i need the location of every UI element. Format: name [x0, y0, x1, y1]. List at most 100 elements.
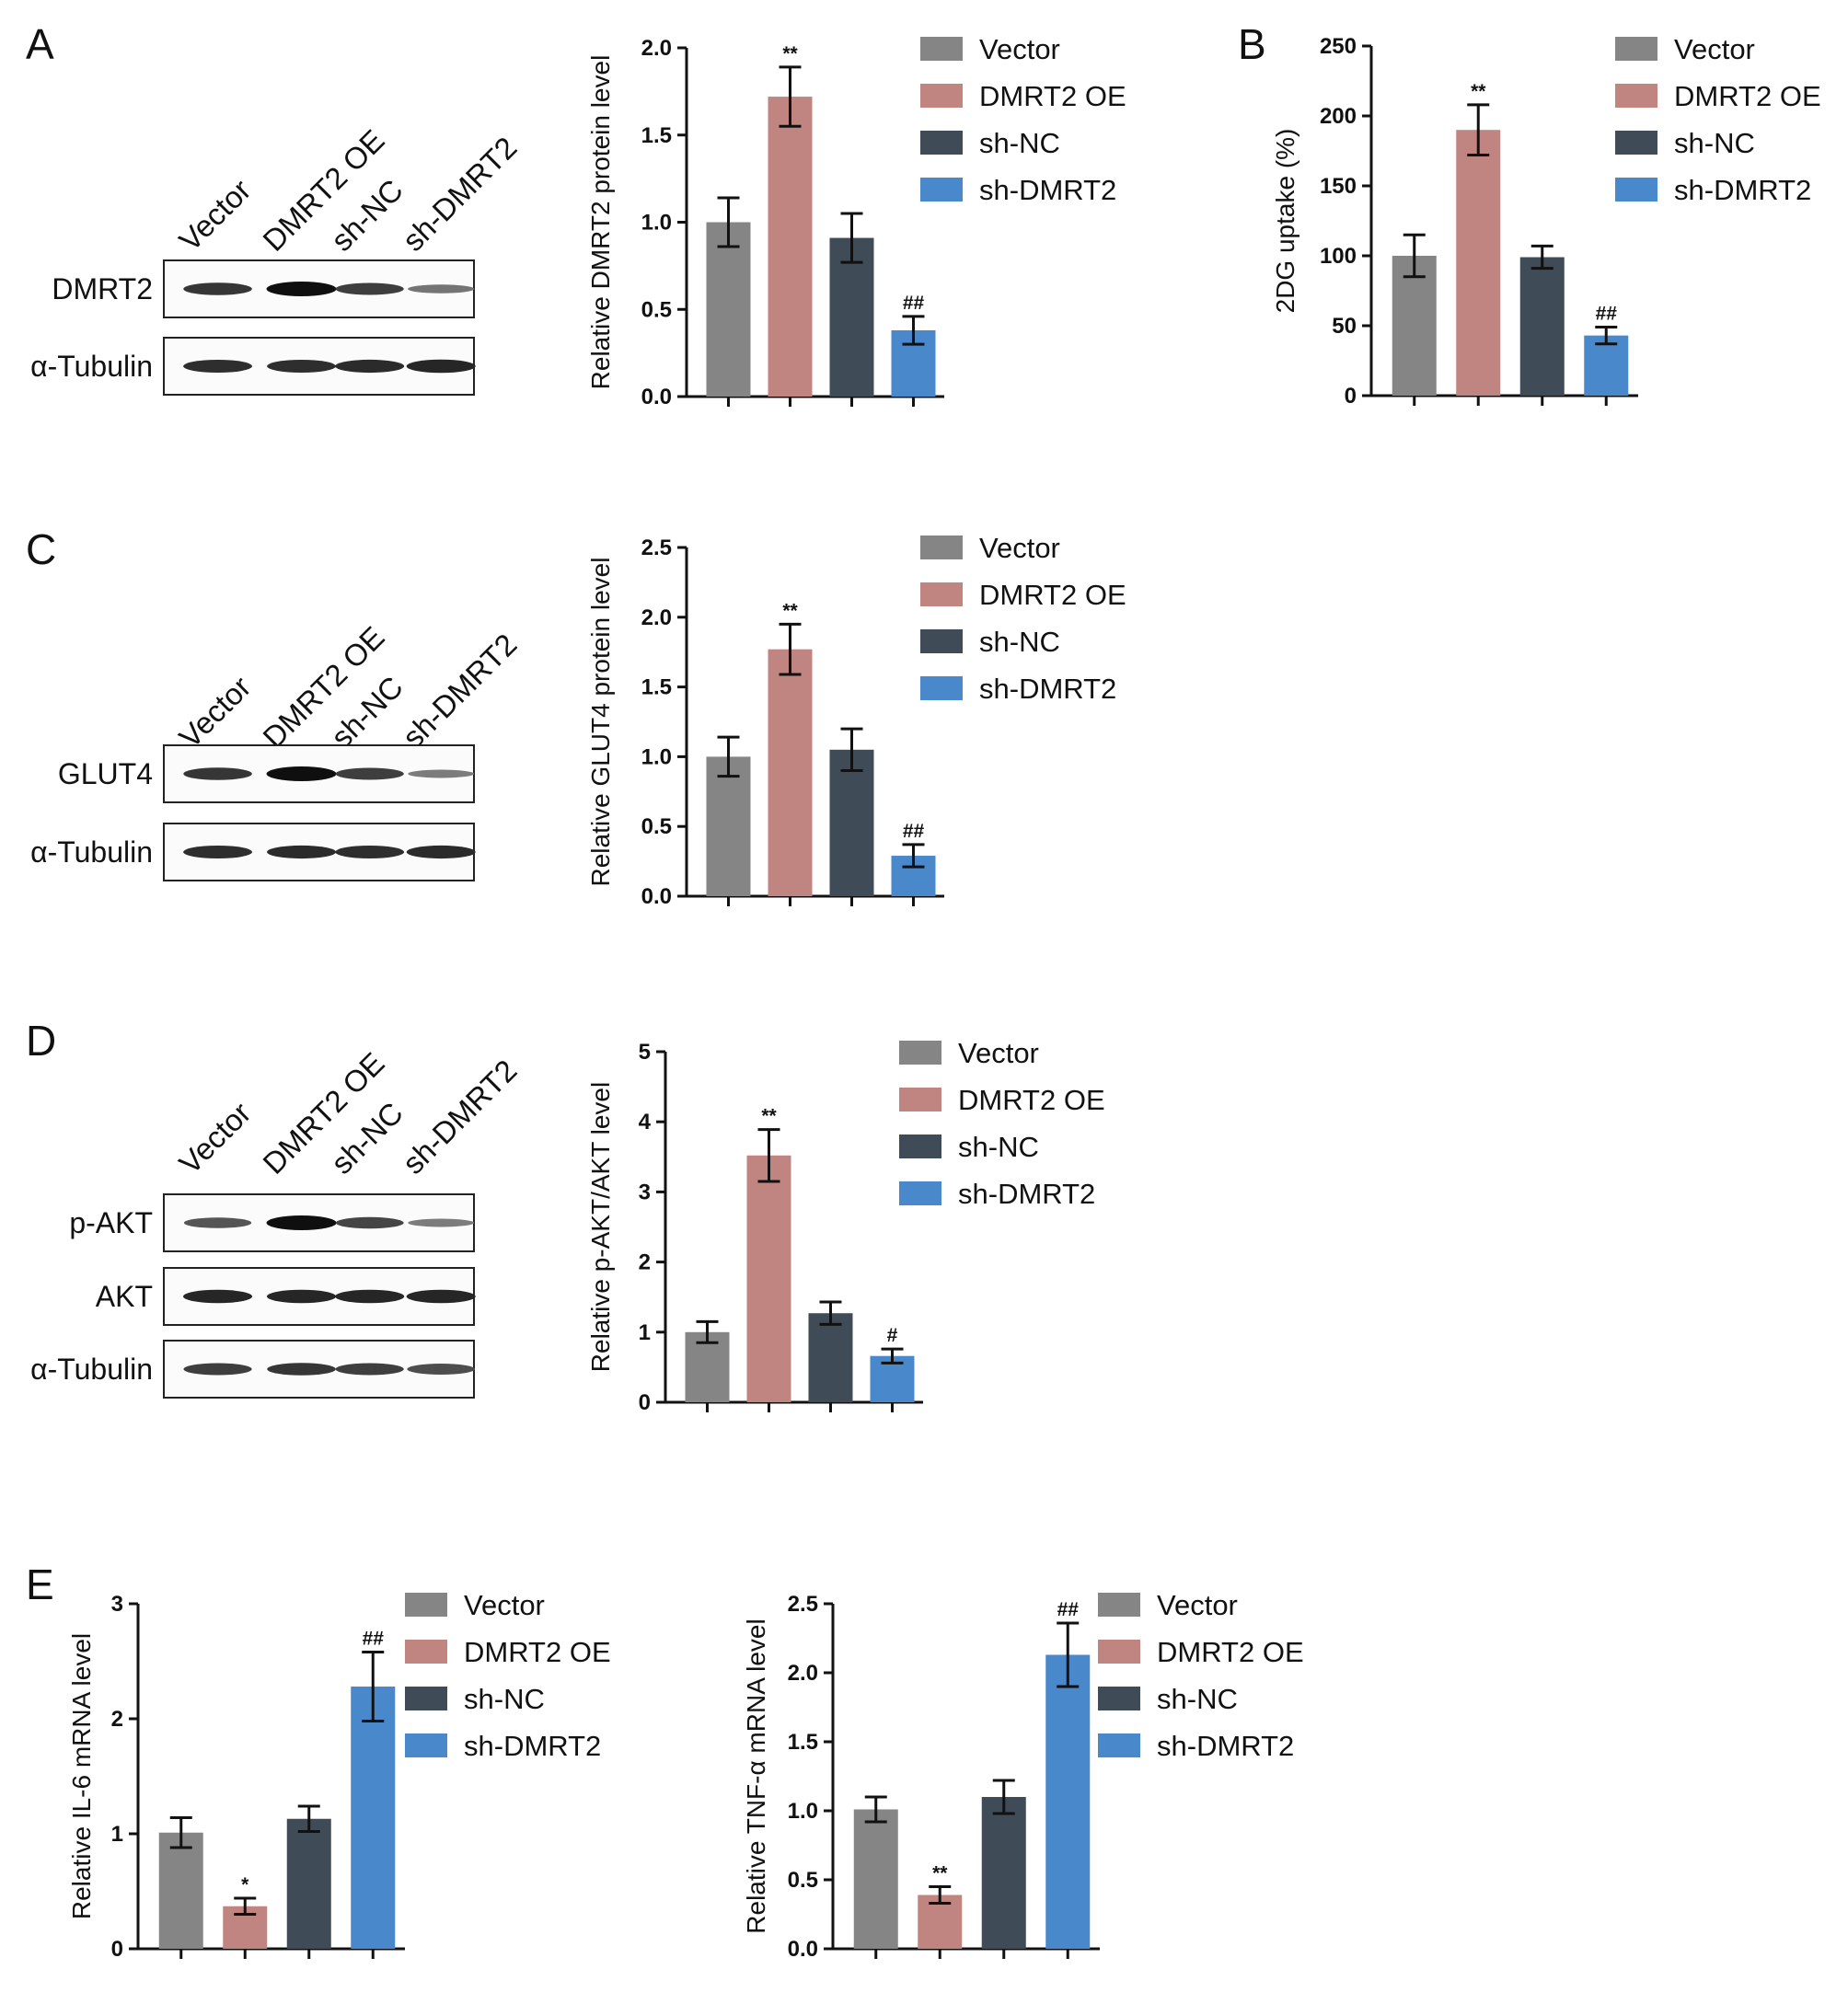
y-tick-label: 0: [639, 1390, 651, 1415]
y-tick-label: 0.5: [788, 1868, 818, 1893]
bar-dmrt2-oe: [768, 97, 813, 397]
legend-label-sh-dmrt2: sh-DMRT2: [464, 1730, 601, 1762]
legend-label-sh-dmrt2: sh-DMRT2: [1674, 174, 1811, 206]
panel-label-b: B: [1238, 20, 1266, 68]
legend-swatch-vector: [899, 1041, 941, 1065]
legend-label-dmrt2-oe: DMRT2 OE: [1157, 1636, 1304, 1668]
y-tick-label: 0.5: [641, 297, 672, 322]
lane-label-sh-dmrt2: sh-DMRT2: [396, 1053, 524, 1181]
y-tick-label: 2.0: [641, 605, 672, 630]
legend-label-dmrt2-oe: DMRT2 OE: [958, 1084, 1105, 1116]
y-tick-label: 1.0: [641, 211, 672, 236]
bar-charts: 0.0 0.5 1.0 1.5 2.0 Relative DMRT2 protein le…: [67, 33, 1821, 1962]
blot-row-label-tubulin: α-Tubulin: [30, 1353, 153, 1386]
blot-row-label-tubulin: α-Tubulin: [30, 350, 153, 383]
blot-band: [266, 282, 337, 296]
bar-sh-dmrt2: [1045, 1654, 1091, 1949]
blot-band: [266, 1215, 337, 1230]
y-tick-label: 1: [111, 1822, 123, 1847]
legend-swatch-vector: [920, 536, 963, 559]
legend-label-sh-nc: sh-NC: [464, 1683, 545, 1715]
blot-band: [408, 1218, 475, 1227]
y-axis-label: Relative DMRT2 protein level: [586, 55, 615, 390]
y-tick-label: 0.5: [641, 814, 672, 839]
panel-label-d: D: [26, 1017, 56, 1065]
y-tick-label: 50: [1332, 314, 1357, 339]
legend-label-sh-dmrt2: sh-DMRT2: [958, 1178, 1095, 1210]
bar-dmrt2-oe: [746, 1155, 791, 1402]
y-tick-label: 250: [1320, 34, 1357, 59]
legend-label-sh-nc: sh-NC: [958, 1131, 1039, 1163]
y-tick-label: 0.0: [641, 385, 672, 409]
legend-label-vector: Vector: [979, 532, 1060, 564]
blot-band: [335, 1216, 404, 1229]
y-tick-label: 3: [111, 1592, 123, 1617]
legend-label-sh-dmrt2: sh-DMRT2: [979, 174, 1116, 206]
blot-band: [266, 1289, 337, 1304]
blot-band: [183, 846, 252, 858]
legend-swatch-sh-nc: [920, 629, 963, 653]
legend-label-dmrt2-oe: DMRT2 OE: [979, 80, 1126, 112]
legend-label-sh-dmrt2: sh-DMRT2: [979, 673, 1116, 705]
legend-label-dmrt2-oe: DMRT2 OE: [979, 579, 1126, 611]
bar-vector: [158, 1832, 203, 1949]
legend-label-vector: Vector: [979, 33, 1060, 65]
y-axis-label: Relative TNF-α mRNA level: [742, 1618, 770, 1933]
chart-e1: 0 1 2 3 Relative IL-6 mRNA level * ## Vector DMR…: [67, 1589, 611, 1962]
significance-label: **: [761, 1106, 777, 1127]
blot-band: [406, 359, 476, 374]
y-tick-label: 1.5: [641, 675, 672, 700]
y-tick-label: 5: [639, 1040, 651, 1065]
bar-sh-nc: [829, 749, 874, 896]
blot-band: [183, 1289, 253, 1304]
legend-swatch-sh-dmrt2: [405, 1733, 447, 1757]
legend-label-vector: Vector: [1674, 33, 1755, 65]
chart-d: 0 1 2 3 4 5 Relative p-AKT/AKT level ** # Vector D…: [586, 1037, 1105, 1415]
lane-label-vector: Vector: [172, 173, 257, 258]
significance-label: **: [782, 600, 798, 621]
legend-swatch-sh-dmrt2: [1615, 178, 1657, 202]
legend-swatch-sh-nc: [920, 131, 963, 155]
legend-swatch-vector: [1098, 1593, 1140, 1617]
legend-label-sh-nc: sh-NC: [979, 127, 1060, 159]
legend-swatch-sh-nc: [899, 1134, 941, 1158]
legend-label-vector: Vector: [1157, 1589, 1238, 1621]
y-tick-label: 0: [1345, 384, 1357, 409]
bar-sh-nc: [829, 237, 874, 397]
legend-swatch-vector: [920, 37, 963, 61]
blot-band: [335, 846, 405, 858]
panel-label-c: C: [26, 525, 56, 573]
significance-label: ##: [1596, 304, 1618, 325]
blot-row-label-dmrt2: DMRT2: [52, 272, 153, 305]
legend-swatch-vector: [405, 1593, 447, 1617]
blot-band: [335, 767, 404, 780]
bar-vector: [1392, 256, 1437, 396]
legend-label-dmrt2-oe: DMRT2 OE: [1674, 80, 1821, 112]
legend-swatch-sh-nc: [1615, 131, 1657, 155]
legend-swatch-dmrt2-oe: [405, 1640, 447, 1664]
blot-row-label-p-akt: p-AKT: [69, 1206, 153, 1239]
bar-sh-nc: [286, 1818, 331, 1949]
y-tick-label: 2.5: [788, 1592, 818, 1617]
legend-swatch-sh-dmrt2: [899, 1181, 941, 1205]
blot-row-label-akt: AKT: [96, 1280, 153, 1313]
panel-label-e: E: [26, 1561, 54, 1608]
legend-swatch-dmrt2-oe: [899, 1088, 941, 1111]
legend-swatch-dmrt2-oe: [1615, 84, 1657, 108]
y-tick-label: 2.0: [641, 36, 672, 61]
y-tick-label: 1: [639, 1320, 651, 1345]
y-tick-label: 2: [639, 1250, 651, 1275]
lane-label-sh-dmrt2: sh-DMRT2: [396, 627, 524, 754]
legend-label-sh-dmrt2: sh-DMRT2: [1157, 1730, 1294, 1762]
bar-dmrt2-oe: [1456, 130, 1501, 396]
chart-e2: 0.0 0.5 1.0 1.5 2.0 2.5 Relative TNF-α mRNA le…: [742, 1589, 1304, 1962]
bar-vector: [853, 1809, 898, 1949]
significance-label: ##: [903, 821, 925, 842]
significance-label: *: [241, 1874, 249, 1895]
blot-band: [266, 766, 337, 781]
blot-band: [406, 845, 476, 859]
legend-label-sh-nc: sh-NC: [979, 626, 1060, 658]
chart-a: 0.0 0.5 1.0 1.5 2.0 Relative DMRT2 protein le…: [586, 33, 1126, 409]
